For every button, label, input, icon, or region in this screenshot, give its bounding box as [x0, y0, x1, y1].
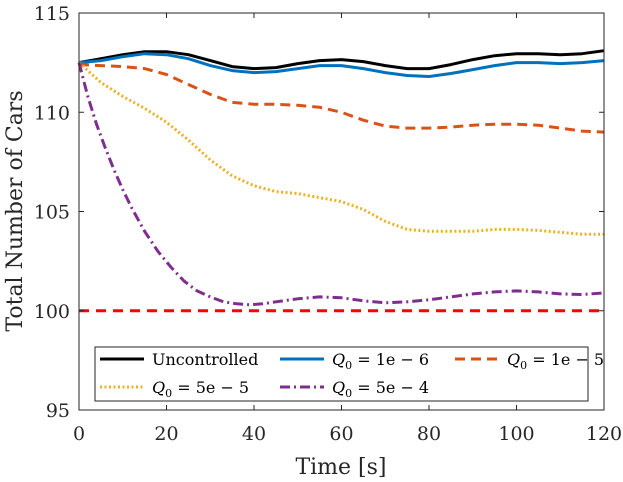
legend-rest: = 5e − 4 [352, 378, 429, 397]
legend: Uncontrolled Q0 = 1e − 6 Q0 = 1e − 5Q0 = 5… [94, 346, 604, 402]
legend-subscript: 0 [345, 387, 352, 400]
y-axis-label: Total Number of Cars [3, 90, 28, 331]
legend-subscript: 0 [520, 359, 527, 372]
y-tick-label: 110 [34, 102, 70, 124]
y-tick-label: 95 [46, 400, 70, 422]
legend-label-2: Q0 = 1e − 6 [332, 350, 429, 372]
y-tick-label: 100 [34, 301, 70, 323]
legend-main: Q [332, 350, 345, 369]
legend-box [94, 346, 589, 402]
legend-main: Uncontrolled [152, 350, 258, 369]
axis-ticks: 0 20 40 60 80 100 120 95 100 105 110 115 [34, 3, 622, 445]
x-tick-label: 0 [73, 423, 85, 445]
series-lines [77, 49, 605, 313]
x-axis-label: Time [s] [295, 455, 386, 480]
legend-rest: = 5e − 5 [172, 378, 249, 397]
legend-subscript: 0 [345, 359, 352, 372]
legend-main: Q [332, 378, 345, 397]
plot-area [79, 13, 604, 410]
series-line-1 [78, 49, 605, 71]
x-tick-label: 20 [154, 423, 178, 445]
legend-rest: = 1e − 5 [527, 350, 604, 369]
legend-main: Q [152, 378, 165, 397]
x-tick-label: 80 [417, 423, 441, 445]
legend-main: Q [507, 350, 520, 369]
legend-subscript: 0 [165, 387, 172, 400]
legend-label-3: Q0 = 1e − 5 [507, 350, 604, 372]
y-tick-label: 105 [34, 202, 70, 224]
series-line-3 [78, 63, 605, 134]
series-line-5 [77, 62, 605, 307]
y-tick-label: 115 [34, 3, 70, 25]
legend-label-5: Q0 = 5e − 4 [332, 378, 429, 400]
x-tick-label: 60 [329, 423, 353, 445]
series-line-2 [78, 52, 605, 78]
x-tick-label: 120 [586, 423, 622, 445]
legend-label-4: Q0 = 5e − 5 [152, 378, 249, 400]
x-tick-label: 100 [498, 423, 534, 445]
legend-rest: = 1e − 6 [352, 350, 429, 369]
x-tick-label: 40 [242, 423, 266, 445]
legend-label-1: Uncontrolled [152, 350, 258, 369]
